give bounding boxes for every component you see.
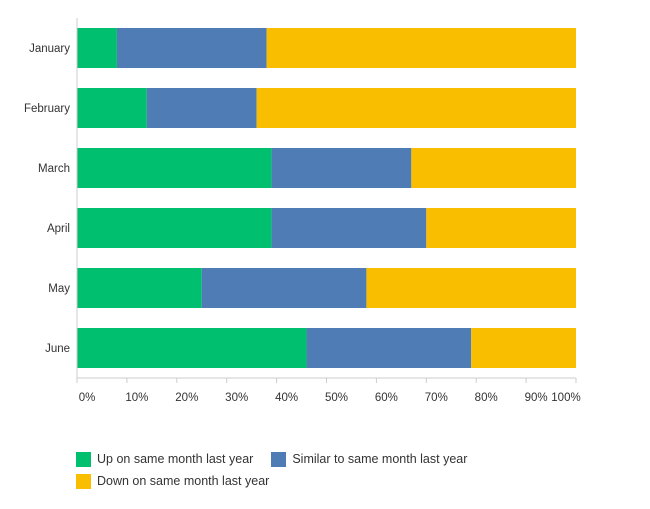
legend-item-down[interactable]: Down on same month last year [76, 472, 269, 490]
bar-march-series-1[interactable] [271, 148, 412, 188]
y-axis-labels: January February March April May June [24, 43, 70, 355]
bar-january-series-0[interactable] [77, 28, 117, 68]
legend-label-up: Up on same month last year [97, 452, 254, 466]
y-tick-label-march: March [38, 163, 70, 175]
y-tick-label-may: May [48, 283, 70, 295]
legend-label-down: Down on same month last year [97, 474, 270, 488]
x-tick-label: 80% [475, 392, 498, 404]
legend-item-up[interactable]: Up on same month last year [76, 450, 253, 468]
legend-swatch-similar [271, 451, 287, 467]
x-tick-label: 50% [325, 392, 348, 404]
bar-january-series-2[interactable] [266, 28, 576, 68]
bar-march-series-0[interactable] [77, 148, 272, 188]
x-tick-label: 30% [225, 392, 248, 404]
y-tick-label-february: February [24, 103, 70, 115]
y-tick-label-june: June [45, 343, 70, 355]
legend-item-similar[interactable]: Similar to same month last year [271, 450, 467, 468]
x-axis [76, 18, 576, 379]
bar-april-series-1[interactable] [271, 208, 427, 248]
bar-may-series-1[interactable] [201, 268, 367, 308]
bar-january-series-1[interactable] [116, 28, 267, 68]
x-tick-label: 100% [551, 392, 580, 404]
bar-april-series-0[interactable] [77, 208, 272, 248]
legend-label-similar: Similar to same month last year [292, 452, 468, 466]
stacked-bar-chart: January February March April May June 0% 10% 20… [24, 18, 581, 404]
bar-june-series-1[interactable] [306, 328, 472, 368]
legend: Up on same month last year Similar to sa… [76, 450, 556, 490]
bar-may-series-0[interactable] [77, 268, 202, 308]
bar-june-series-0[interactable] [77, 328, 307, 368]
x-axis-ticks: 0% 10% 20% 30% 40% 50% 60% 70% 80% 90% 100% [76, 378, 581, 404]
bar-april-series-2[interactable] [426, 208, 576, 248]
bar-february-series-2[interactable] [256, 88, 576, 128]
y-tick-label-january: January [29, 43, 70, 55]
bar-may-series-2[interactable] [366, 268, 576, 308]
x-tick-label: 70% [425, 392, 448, 404]
bar-june-series-2[interactable] [471, 328, 576, 368]
x-tick-label: 0% [79, 392, 96, 404]
legend-swatch-down [76, 473, 91, 489]
x-tick-label: 10% [125, 392, 148, 404]
x-tick-label: 40% [275, 392, 298, 404]
bar-march-series-2[interactable] [411, 148, 576, 188]
bars [77, 28, 576, 368]
bar-february-series-1[interactable] [146, 88, 257, 128]
legend-swatch-up [76, 451, 91, 467]
y-tick-label-april: April [47, 223, 70, 235]
x-tick-label: 20% [175, 392, 198, 404]
x-tick-label: 90% [525, 392, 548, 404]
bar-february-series-0[interactable] [77, 88, 147, 128]
x-tick-label: 60% [375, 392, 398, 404]
